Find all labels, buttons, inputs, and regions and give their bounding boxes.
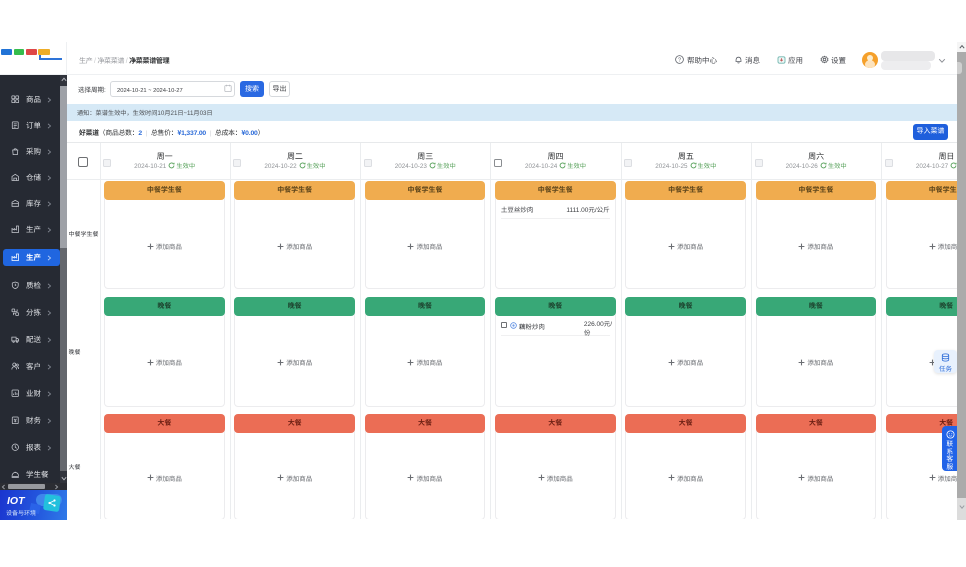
svg-text:?: ? — [678, 58, 681, 64]
